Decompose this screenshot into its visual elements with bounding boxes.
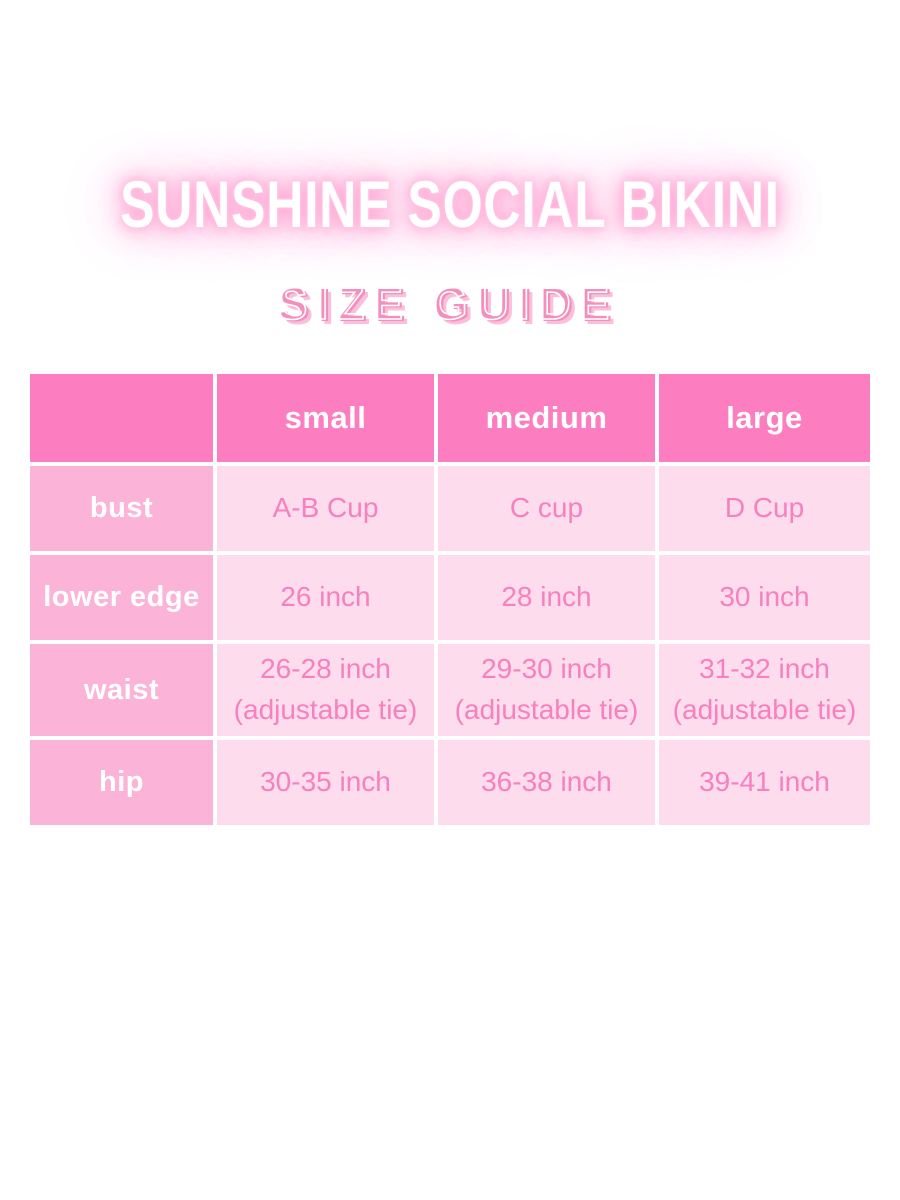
cell-bust-small: A-B Cup [217,466,434,551]
cell-note: (adjustable tie) [233,694,418,725]
cell-value: 31-32 inch [699,653,830,685]
cell-hip-large: 39-41 inch [659,740,870,825]
header-cell-small: small [217,374,434,462]
header-cell-medium: medium [438,374,655,462]
cell-bust-medium: C cup [438,466,655,551]
page-title: SUNSHINE SOCIAL BIKINI [120,167,780,241]
cell-value: 30-35 inch [260,766,391,798]
cell-bust-large: D Cup [659,466,870,551]
cell-waist-medium: 29-30 inch (adjustable tie) [438,644,655,736]
cell-value: 26 inch [280,581,371,613]
cell-lower-edge-medium: 28 inch [438,555,655,640]
cell-value: 29-30 inch [481,653,612,685]
cell-note: (adjustable tie) [672,694,857,725]
cell-waist-large: 31-32 inch (adjustable tie) [659,644,870,736]
cell-value: 26-28 inch [260,653,391,685]
cell-lower-edge-large: 30 inch [659,555,870,640]
row-label-waist: waist [30,644,213,736]
cell-hip-medium: 36-38 inch [438,740,655,825]
cell-value: 36-38 inch [481,766,612,798]
cell-value: C cup [509,492,584,524]
cell-value: D Cup [724,492,805,524]
page-subtitle: SIZE GUIDE [0,281,900,330]
cell-value: 28 inch [501,581,592,613]
cell-lower-edge-small: 26 inch [217,555,434,640]
cell-hip-small: 30-35 inch [217,740,434,825]
row-label-lower-edge: lower edge [30,555,213,640]
cell-note: (adjustable tie) [454,694,639,725]
cell-value: 39-41 inch [699,766,830,798]
cell-value: 30 inch [719,581,810,613]
header-cell-blank [30,374,213,462]
size-table: small medium large bust A-B Cup C cup D … [30,374,870,825]
cell-waist-small: 26-28 inch (adjustable tie) [217,644,434,736]
row-label-hip: hip [30,740,213,825]
cell-value: A-B Cup [272,492,379,524]
row-label-bust: bust [30,466,213,551]
header-cell-large: large [659,374,870,462]
